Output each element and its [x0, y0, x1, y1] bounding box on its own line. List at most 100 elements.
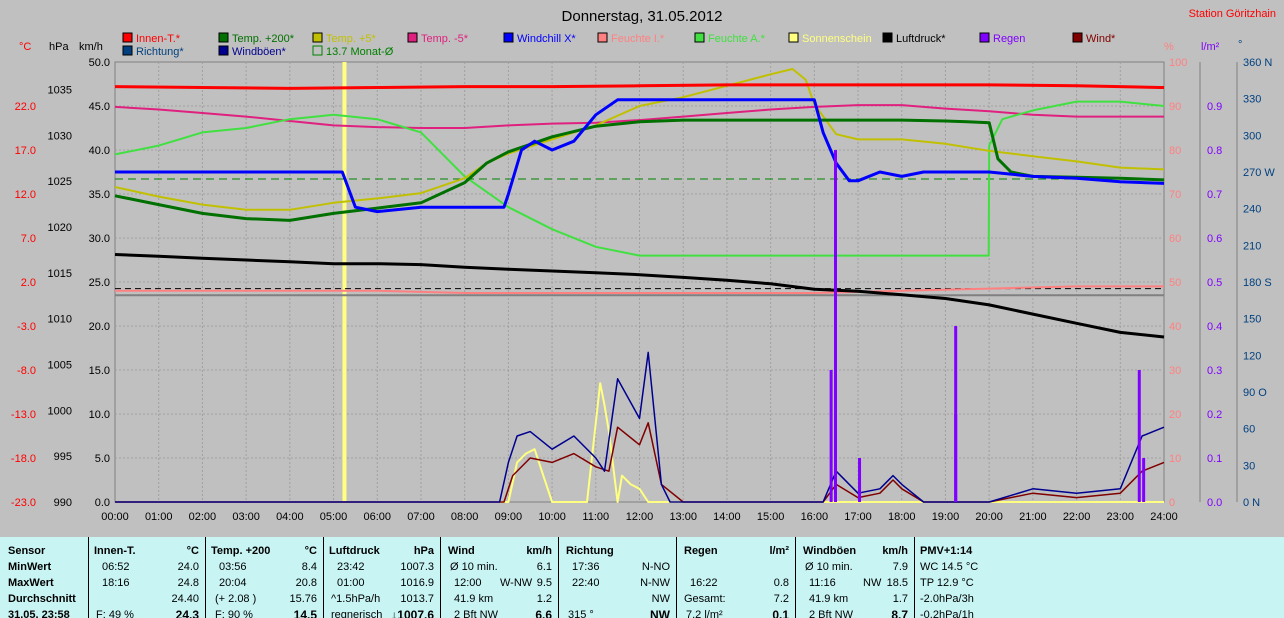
series-temp-5: [114, 104, 1164, 129]
legend-label: Temp. -5*: [421, 33, 469, 45]
hpa-tick: 1030: [48, 130, 72, 142]
kmh-tick: 50.0: [89, 57, 110, 69]
wind-r3-label: 41.9 km: [454, 593, 494, 605]
legend-item: Regen: [979, 32, 1025, 45]
col-sensor: Sensor MinWert MaxWert Durchschnitt 31.0…: [0, 537, 89, 618]
boen-title: Windböen: [803, 545, 857, 557]
wind-r3-value: 1.2: [536, 593, 552, 605]
regen-r3-label: Gesamt:: [684, 593, 726, 605]
pct-tick: 80: [1169, 145, 1181, 157]
axis-units: °C hPa km/h % l/m² °: [19, 39, 1242, 53]
hpa-tick: 1000: [48, 405, 72, 417]
innen-cur-value: 24.3: [175, 608, 199, 618]
innen-avg: 24.40: [171, 593, 199, 605]
rain-tick: 0.0: [1207, 497, 1222, 509]
series-temp-5: [114, 68, 1165, 211]
legend-label: Windböen*: [232, 46, 287, 58]
luft-min-time: 23:42: [337, 561, 365, 573]
col-regen: Regen l/m² 16:22 0.8 Gesamt: 7.2 7.2 l/m² 0.…: [676, 537, 796, 618]
stats-table: Sensor MinWert MaxWert Durchschnitt 31.0…: [0, 537, 1284, 618]
innen-unit: °C: [186, 545, 199, 557]
temp-tick: 22.0: [15, 101, 36, 113]
x-tick: 07:00: [407, 511, 435, 523]
richtung-r1-value: N-NO: [641, 561, 670, 573]
legend-label: Luftdruck*: [896, 33, 946, 45]
rain-bar: [1137, 370, 1141, 502]
temp-unit: °C: [304, 545, 317, 557]
x-tick: 05:00: [320, 511, 348, 523]
rain-tick: 0.3: [1207, 365, 1222, 377]
innen-min-value: 24.0: [177, 561, 199, 573]
dir-tick: 270 W: [1243, 167, 1275, 179]
series-innen-t: [114, 83, 1164, 90]
x-tick: 21:00: [1019, 511, 1047, 523]
series-windb-en: [115, 351, 1165, 503]
kmh-tick: 45.0: [89, 101, 110, 113]
pct-tick: 10: [1169, 453, 1181, 465]
dir-tick: 30: [1243, 460, 1255, 472]
temp-tick: -13.0: [11, 409, 36, 421]
x-tick: 11:00: [582, 511, 609, 523]
x-tick: 01:00: [145, 511, 173, 523]
legend-label: Feuchte I.*: [611, 33, 665, 45]
innen-max-value: 24.8: [177, 577, 199, 589]
luft-max-time: 01:00: [337, 577, 365, 589]
boen-r3-value: 1.7: [892, 593, 908, 605]
rain-bar: [1142, 458, 1146, 502]
hpa-unit: hPa: [49, 41, 69, 53]
x-tick: 16:00: [801, 511, 829, 523]
pmv-r1: WC 14.5 °C: [920, 561, 979, 573]
kmh-tick: 40.0: [89, 145, 110, 157]
rain-tick: 0.8: [1207, 145, 1222, 157]
regen-title: Regen: [684, 545, 718, 557]
x-tick: 00:00: [101, 511, 129, 523]
pct-tick: 0: [1169, 497, 1175, 509]
richtung-r3-value: NW: [651, 593, 670, 605]
luft-avg: 1013.7: [400, 593, 434, 605]
wind-r2-label: 12:00: [454, 577, 482, 589]
legend-item: Temp. +200*: [218, 32, 295, 45]
weather-chart: Donnerstag, 31.05.2012 Station Göritzhai…: [11, 8, 1276, 523]
series-luftdruck: [114, 253, 1165, 339]
sensor-title: Sensor: [8, 545, 46, 557]
legend-item: Feuchte I.*: [597, 32, 665, 45]
legend-swatch: [503, 32, 514, 43]
legend-swatch: [407, 32, 418, 43]
kmh-tick: 0.0: [95, 497, 110, 509]
wind-r1-label: Ø 10 min.: [450, 561, 498, 573]
kmh-tick: 10.0: [89, 409, 110, 421]
legend-swatch: [312, 45, 323, 56]
dir-tick: 180 S: [1243, 277, 1272, 289]
temp-cur-label: F: 90 %: [215, 609, 253, 618]
x-tick: 13:00: [669, 511, 697, 523]
temp-max-time: 20:04: [219, 577, 247, 589]
boen-unit: km/h: [882, 545, 908, 557]
kmh-tick: 30.0: [89, 233, 110, 245]
innen-min-time: 06:52: [102, 561, 130, 573]
legend-item: Temp. +5*: [312, 32, 377, 45]
pct-tick: 100: [1169, 57, 1187, 69]
wind-unit: km/h: [526, 545, 552, 557]
legend-swatch: [122, 32, 133, 43]
col-luftdruck: Luftdruck hPa 23:42 1007.3 01:00 1016.9 ^1.…: [323, 537, 441, 618]
richtung-title: Richtung: [566, 545, 614, 557]
hpa-tick: 1035: [48, 85, 72, 97]
hpa-tick: 1020: [48, 222, 72, 234]
legend-swatch: [218, 32, 229, 43]
hpa-tick: 990: [54, 497, 72, 509]
dir-tick: 120: [1243, 350, 1261, 362]
legend-item: Windchill X*: [503, 32, 576, 45]
legend-swatch: [694, 32, 705, 43]
rain-bar: [829, 370, 833, 502]
series-feuchte-a: [114, 100, 1165, 257]
x-tick: 06:00: [363, 511, 391, 523]
richtung-r2-value: N-NW: [640, 577, 670, 589]
wind-r4-label: 2 Bft NW: [454, 609, 499, 618]
legend-item: 13.7 Monat-Ø: [312, 45, 394, 58]
legend-item: Sonnenschein: [788, 32, 872, 45]
boen-r4-value: 8.7: [891, 608, 908, 618]
rain-unit: l/m²: [1201, 41, 1220, 53]
dir-tick: 60: [1243, 424, 1255, 436]
temp-min-value: 8.4: [301, 561, 317, 573]
col-temp: Temp. +200 °C 03:56 8.4 20:04 20.8 (+ 2.08 …: [205, 537, 324, 618]
